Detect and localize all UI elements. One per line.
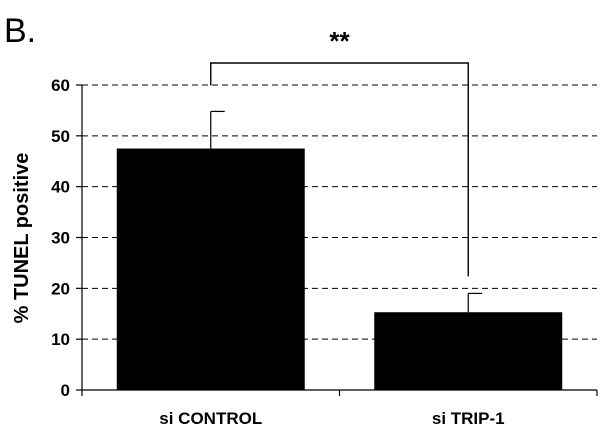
significance-line: [210, 62, 469, 277]
y-tick-label: 0: [61, 381, 70, 400]
x-tick-label: si TRIP-1: [432, 409, 505, 428]
y-tick-label: 50: [51, 127, 70, 146]
y-tick-label: 10: [51, 330, 70, 349]
y-tick-label: 20: [51, 279, 70, 298]
significance-label: **: [329, 26, 350, 56]
axes: 0 10 20 30 40 50 60 si CONTROL si TRIP-1: [51, 76, 598, 428]
y-tick-label: 30: [51, 229, 70, 248]
bar: [374, 312, 563, 390]
bars: [116, 110, 563, 390]
x-tick-label: si CONTROL: [159, 409, 262, 428]
y-tick-label: 60: [51, 76, 70, 95]
y-tick-label: 40: [51, 178, 70, 197]
bar: [116, 148, 305, 390]
panel-label: B.: [4, 12, 36, 50]
y-axis-label: % TUNEL positive: [11, 153, 33, 324]
significance-bracket: **: [210, 26, 469, 277]
